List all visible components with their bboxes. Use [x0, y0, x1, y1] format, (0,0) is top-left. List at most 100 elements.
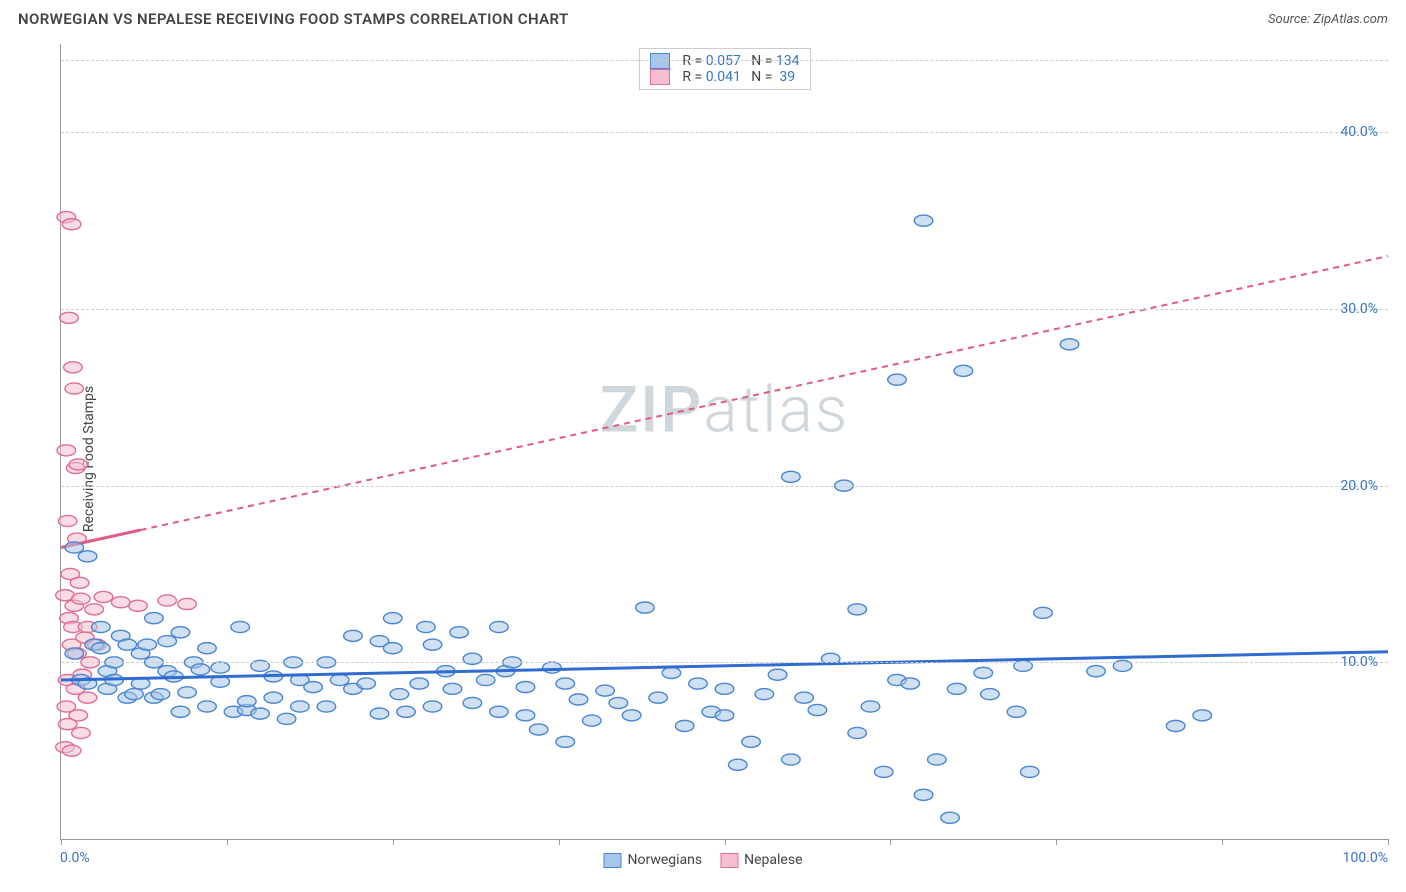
data-point — [317, 701, 336, 712]
data-point — [118, 639, 137, 650]
data-point — [58, 515, 77, 526]
data-point — [556, 678, 575, 689]
data-point — [675, 720, 694, 731]
data-point — [62, 219, 81, 230]
y-tick-label: 40.0% — [1340, 124, 1378, 140]
data-point — [954, 365, 973, 376]
data-point — [914, 215, 933, 226]
data-point — [874, 766, 893, 777]
data-point — [277, 713, 296, 724]
data-point — [941, 812, 960, 823]
series-legend-item: Nepalese — [720, 852, 802, 868]
data-point — [1193, 710, 1212, 721]
gridline — [61, 132, 1388, 133]
x-tick — [1388, 839, 1389, 845]
data-point — [72, 727, 91, 738]
data-point — [569, 694, 588, 705]
data-point — [516, 710, 535, 721]
data-point — [304, 682, 323, 693]
data-point — [1166, 720, 1185, 731]
data-point — [57, 445, 76, 456]
data-point — [251, 708, 270, 719]
data-point — [914, 789, 933, 800]
data-point — [450, 627, 469, 638]
data-point — [69, 459, 88, 470]
gridline — [61, 309, 1388, 310]
data-point — [171, 627, 190, 638]
data-point — [383, 643, 402, 654]
x-tick — [559, 839, 560, 845]
data-point — [145, 613, 164, 624]
data-point — [65, 383, 84, 394]
data-point — [609, 697, 628, 708]
data-point — [443, 683, 462, 694]
x-tick — [890, 839, 891, 845]
series-legend: Norwegians Nepalese — [604, 852, 803, 868]
data-point — [85, 604, 104, 615]
data-point — [795, 692, 814, 703]
data-point — [158, 636, 177, 647]
data-point — [178, 687, 197, 698]
data-point — [231, 621, 250, 632]
data-point — [662, 667, 681, 678]
data-point — [125, 689, 144, 700]
data-point — [390, 689, 409, 700]
data-point — [330, 674, 349, 685]
data-point — [158, 595, 177, 606]
data-point — [72, 593, 91, 604]
data-point — [516, 682, 535, 693]
data-point — [70, 577, 89, 588]
data-point — [151, 689, 170, 700]
data-point — [1007, 706, 1026, 717]
data-point — [423, 639, 442, 650]
data-point — [211, 662, 230, 673]
legend-swatch — [720, 853, 738, 868]
data-point — [974, 667, 993, 678]
data-point — [715, 710, 734, 721]
data-point — [129, 600, 148, 611]
data-point — [65, 542, 84, 553]
data-point — [370, 708, 389, 719]
data-point — [947, 683, 966, 694]
data-point — [649, 692, 668, 703]
y-tick-label: 10.0% — [1340, 654, 1378, 670]
data-point — [1034, 607, 1053, 618]
data-point — [92, 621, 111, 632]
x-tick — [1222, 839, 1223, 845]
data-point — [344, 630, 363, 641]
trend-line-pink-dashed — [141, 256, 1388, 530]
data-point — [291, 701, 310, 712]
data-point — [888, 374, 907, 385]
data-point — [728, 759, 747, 770]
data-point — [808, 704, 827, 715]
data-point — [848, 604, 867, 615]
data-point — [237, 696, 256, 707]
x-tick — [393, 839, 394, 845]
data-point — [423, 701, 442, 712]
data-point — [848, 727, 867, 738]
data-point — [78, 551, 97, 562]
data-point — [178, 598, 197, 609]
data-point — [636, 602, 655, 613]
data-point — [357, 678, 376, 689]
chart-area: Receiving Food Stamps ZIPatlas R = 0.057… — [18, 44, 1388, 874]
gridline — [61, 662, 1388, 663]
data-point — [264, 692, 283, 703]
data-point — [191, 664, 210, 675]
data-point — [556, 736, 575, 747]
x-tick — [61, 839, 62, 845]
data-point — [64, 362, 83, 373]
gridline — [61, 60, 1388, 61]
data-point — [138, 639, 157, 650]
plot-region: ZIPatlas R = 0.057 N = 134 R = 0.041 N =… — [60, 44, 1388, 840]
data-point — [198, 643, 217, 654]
data-point — [596, 685, 615, 696]
data-point — [1060, 339, 1079, 350]
data-point — [383, 613, 402, 624]
data-point — [529, 724, 548, 735]
data-point — [782, 754, 801, 765]
gridline — [61, 486, 1388, 487]
data-point — [171, 706, 190, 717]
series-legend-item: Norwegians — [604, 852, 703, 868]
data-point — [111, 597, 130, 608]
